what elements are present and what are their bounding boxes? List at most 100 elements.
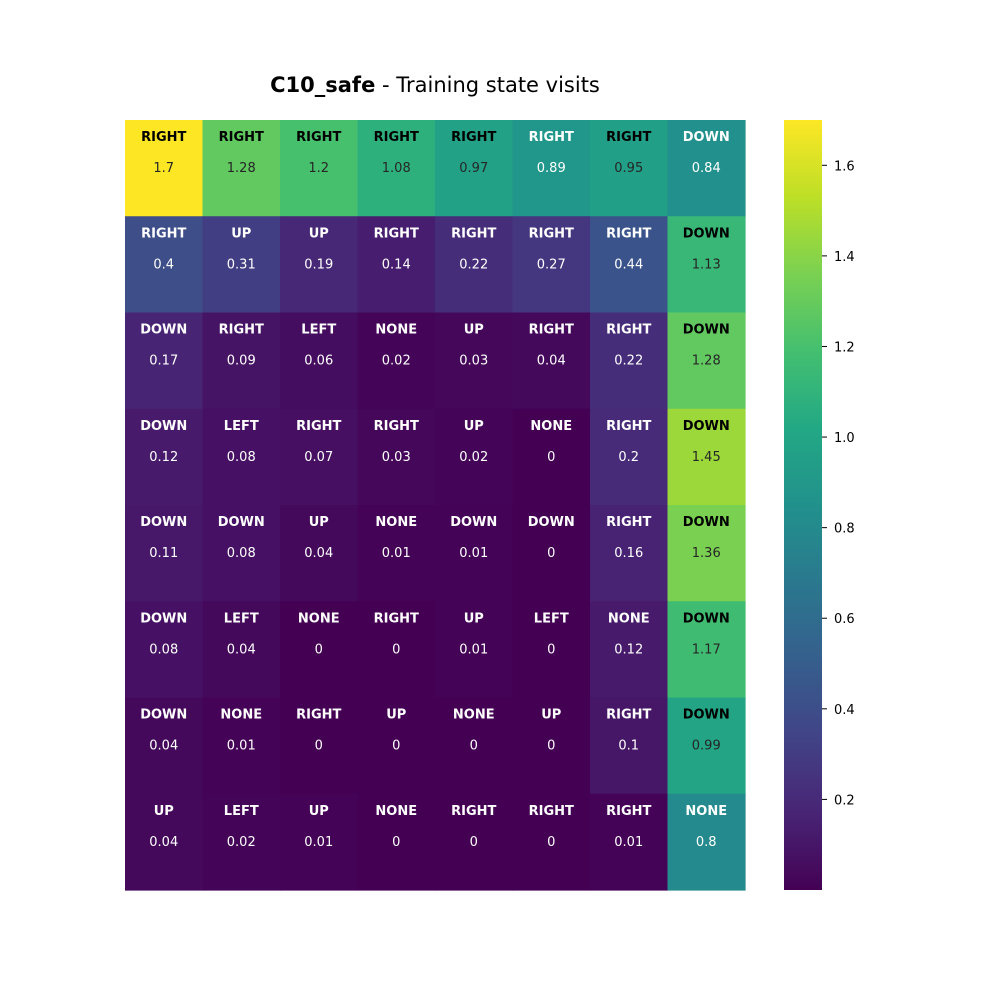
cell-action-label: RIGHT xyxy=(606,708,651,723)
cell-action-label: RIGHT xyxy=(219,130,264,145)
heatmap-cell xyxy=(357,216,436,314)
cell-value-label: 0.02 xyxy=(382,354,411,369)
heatmap-cell xyxy=(202,793,281,891)
cell-action-label: RIGHT xyxy=(529,804,574,819)
cell-value-label: 0 xyxy=(547,546,555,561)
heatmap-cell xyxy=(590,408,669,506)
cell-action-label: UP xyxy=(309,515,329,530)
chart-title: C10_safe - Training state visits xyxy=(270,73,600,97)
colorbar-tick-label: 1.0 xyxy=(834,431,855,446)
cell-value-label: 0.1 xyxy=(618,739,639,754)
heatmap-cell xyxy=(357,601,436,699)
cell-action-label: DOWN xyxy=(683,708,730,723)
heatmap-cell xyxy=(512,505,591,602)
cell-action-label: UP xyxy=(309,804,329,819)
cell-action-label: NONE xyxy=(220,708,262,723)
cell-value-label: 1.36 xyxy=(692,546,721,561)
cell-value-label: 0.11 xyxy=(149,546,178,561)
heatmap-cell xyxy=(512,216,591,314)
cell-action-label: RIGHT xyxy=(374,419,419,434)
cell-value-label: 0.01 xyxy=(459,546,488,561)
cell-value-label: 0.16 xyxy=(614,546,643,561)
cell-action-label: DOWN xyxy=(140,323,187,338)
colorbar-tick-label: 0.6 xyxy=(834,612,855,627)
heatmap-cell xyxy=(357,793,436,891)
heatmap-cell xyxy=(125,505,204,602)
cell-value-label: 0.03 xyxy=(382,450,411,465)
heatmap-cell xyxy=(435,793,514,891)
cell-value-label: 0.01 xyxy=(459,642,488,657)
cell-action-label: RIGHT xyxy=(141,130,186,145)
heatmap-cell xyxy=(357,697,436,795)
cell-action-label: UP xyxy=(464,323,484,338)
heatmap-cell xyxy=(435,216,514,314)
heatmap-cell xyxy=(280,793,359,891)
heatmap-cell xyxy=(435,601,514,699)
heatmap-cell xyxy=(590,793,669,891)
chart-title-rest: - Training state visits xyxy=(375,73,600,97)
colorbar-tick-label: 1.2 xyxy=(834,340,855,355)
heatmap-cell xyxy=(202,697,281,795)
cell-action-label: DOWN xyxy=(683,226,730,241)
heatmap-cell xyxy=(125,793,204,891)
cell-value-label: 0.04 xyxy=(537,354,566,369)
cell-value-label: 0.2 xyxy=(618,450,639,465)
heatmap-cell xyxy=(435,120,514,217)
heatmap-cell xyxy=(202,505,281,602)
cell-value-label: 0.04 xyxy=(149,739,178,754)
cell-value-label: 0.17 xyxy=(149,354,178,369)
cell-action-label: NONE xyxy=(685,804,727,819)
heatmap-cell xyxy=(125,601,204,699)
cell-action-label: UP xyxy=(309,226,329,241)
cell-action-label: DOWN xyxy=(683,323,730,338)
cell-action-label: DOWN xyxy=(140,611,187,626)
colorbar-tick-label: 0.4 xyxy=(834,703,855,718)
heatmap-cell xyxy=(667,216,746,314)
colorbar-tick-label: 0.8 xyxy=(834,522,855,537)
heatmap-cell xyxy=(202,120,281,217)
heatmap-cell xyxy=(667,601,746,699)
cell-action-label: RIGHT xyxy=(606,515,651,530)
cell-value-label: 0.4 xyxy=(153,257,174,272)
chart-title-bold: C10_safe xyxy=(270,73,375,97)
heatmap-cell xyxy=(125,120,204,217)
cell-value-label: 0.89 xyxy=(537,161,566,176)
heatmap-cell xyxy=(435,408,514,506)
cell-action-label: RIGHT xyxy=(451,226,496,241)
heatmap-cell xyxy=(202,408,281,506)
cell-action-label: RIGHT xyxy=(451,804,496,819)
heatmap-cell xyxy=(280,601,359,699)
cell-action-label: DOWN xyxy=(218,515,265,530)
heatmap-cell xyxy=(280,120,359,217)
cell-value-label: 0.08 xyxy=(227,450,256,465)
cell-value-label: 0.01 xyxy=(304,835,333,850)
cell-value-label: 0.84 xyxy=(692,161,721,176)
colorbar-tick-label: 0.2 xyxy=(834,793,855,808)
cell-action-label: RIGHT xyxy=(529,130,574,145)
cell-value-label: 0.8 xyxy=(696,835,717,850)
heatmap-cell xyxy=(512,601,591,699)
cell-action-label: RIGHT xyxy=(529,226,574,241)
cell-value-label: 0.08 xyxy=(227,546,256,561)
cell-action-label: UP xyxy=(541,708,561,723)
cell-value-label: 0.27 xyxy=(537,257,566,272)
heatmap-cell xyxy=(125,312,204,410)
cell-value-label: 0.09 xyxy=(227,354,256,369)
heatmap-cell xyxy=(667,793,746,891)
cell-value-label: 0.01 xyxy=(227,739,256,754)
cell-value-label: 0.22 xyxy=(614,354,643,369)
cell-action-label: RIGHT xyxy=(219,323,264,338)
heatmap-cell xyxy=(357,312,436,410)
heatmap-cell xyxy=(667,505,746,602)
heatmap-cell xyxy=(125,408,204,506)
cell-action-label: RIGHT xyxy=(606,226,651,241)
cell-action-label: RIGHT xyxy=(296,419,341,434)
cell-value-label: 0.22 xyxy=(459,257,488,272)
cell-action-label: RIGHT xyxy=(606,419,651,434)
cell-action-label: NONE xyxy=(608,611,650,626)
cell-action-label: UP xyxy=(464,419,484,434)
cell-action-label: RIGHT xyxy=(296,130,341,145)
heatmap-cell xyxy=(280,505,359,602)
heatmap-cell xyxy=(435,505,514,602)
cell-value-label: 0.08 xyxy=(149,642,178,657)
